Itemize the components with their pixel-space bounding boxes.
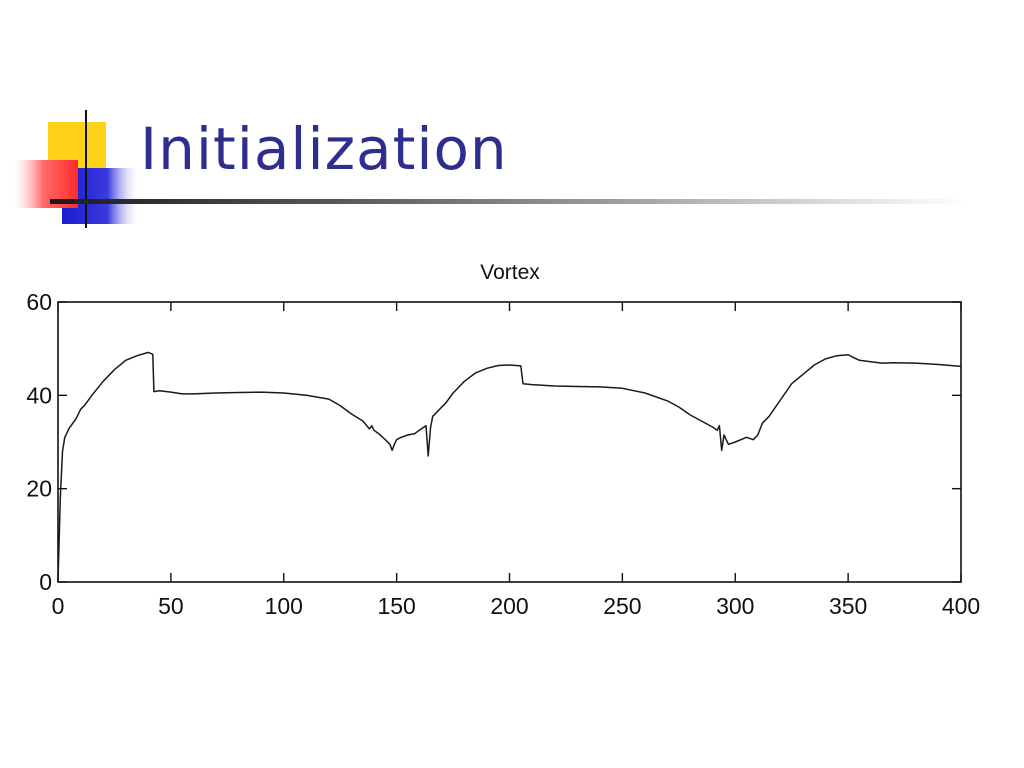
title-underline — [50, 199, 970, 204]
y-tick-label: 60 — [26, 289, 52, 315]
chart-title: Vortex — [480, 261, 540, 284]
y-tick-label: 0 — [39, 569, 52, 595]
vortex-series-line — [57, 351, 962, 583]
x-tick-label: 300 — [716, 593, 754, 619]
y-tick-label: 20 — [26, 476, 52, 502]
x-tick-label: 100 — [265, 593, 303, 619]
slide-title: Initialization — [140, 115, 508, 183]
y-tick-label: 40 — [26, 382, 52, 408]
corner-decoration-icon — [14, 110, 138, 228]
x-tick-label: 50 — [158, 593, 184, 619]
x-tick-label: 250 — [603, 593, 641, 619]
plot-frame — [57, 301, 962, 583]
x-tick-label: 350 — [829, 593, 867, 619]
x-tick-label: 200 — [490, 593, 528, 619]
x-tick-label: 400 — [942, 593, 980, 619]
x-tick-label: 150 — [377, 593, 415, 619]
x-tick-label: 0 — [52, 593, 65, 619]
